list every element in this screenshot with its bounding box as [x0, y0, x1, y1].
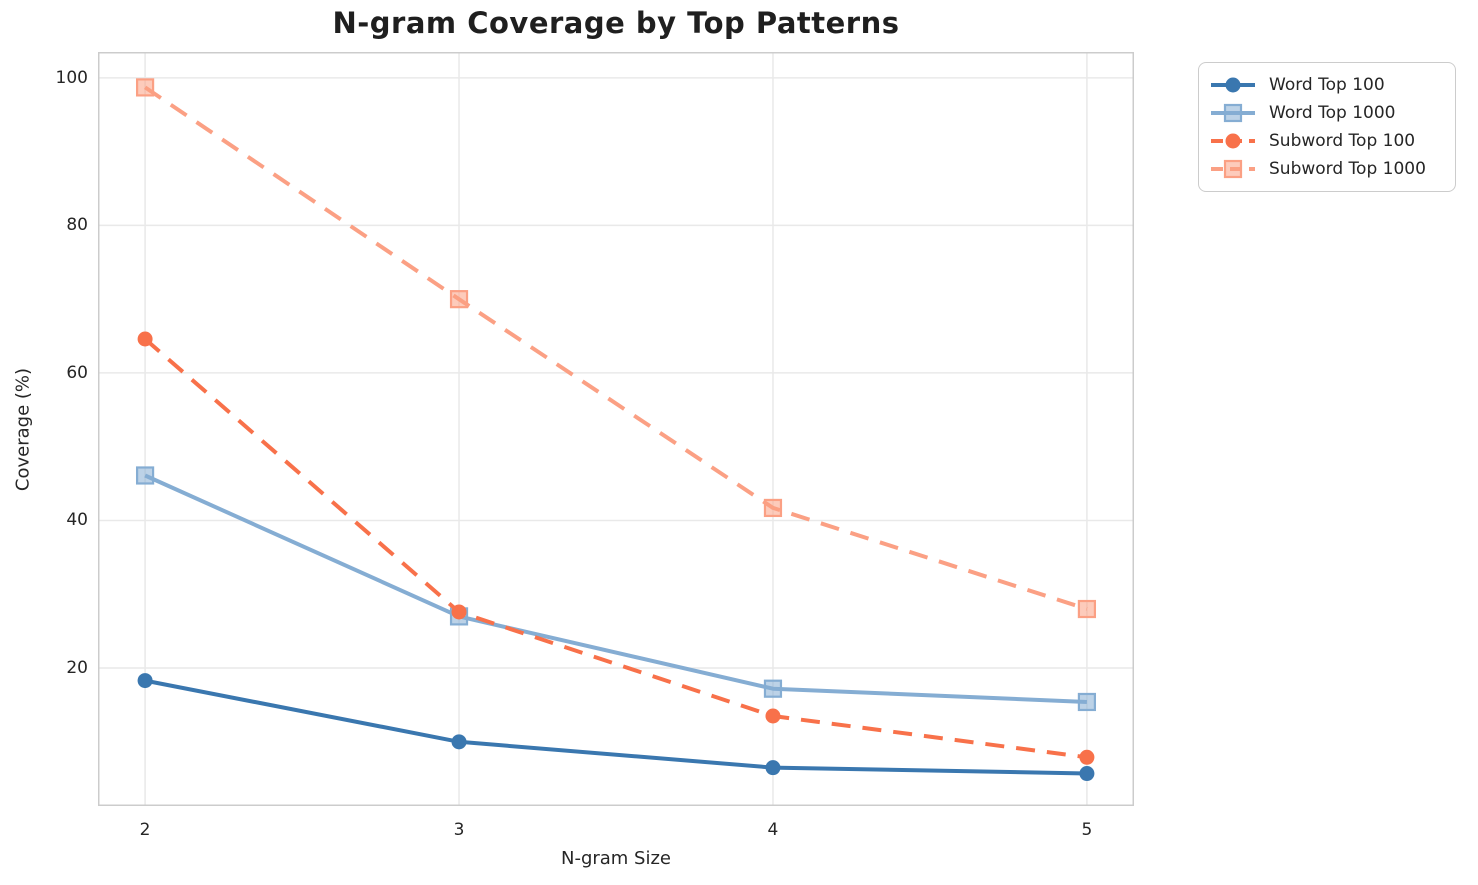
legend-sample-icon	[1211, 133, 1255, 149]
series-line-word-top-100	[144, 678, 1087, 776]
series-line-word-top-1000	[144, 473, 1087, 704]
legend-item-word-top-1000: Word Top 1000	[1209, 99, 1443, 127]
data-point-marker	[449, 290, 469, 309]
data-point-marker	[135, 466, 155, 485]
x-tick-label: 2	[139, 820, 151, 840]
plot-canvas	[98, 52, 1134, 806]
plot-area	[98, 52, 1134, 806]
legend-sample-marker	[1225, 77, 1241, 93]
data-point-marker	[137, 331, 153, 347]
legend-item-subword-top-1000: Subword Top 1000	[1209, 155, 1443, 183]
data-point-marker	[763, 498, 783, 518]
y-axis-label: Coverage (%)	[12, 367, 34, 492]
data-point-marker	[451, 734, 467, 750]
legend-sample-marker	[1223, 103, 1243, 123]
legend-item-subword-top-100: Subword Top 100	[1209, 127, 1443, 155]
data-point-marker	[765, 760, 781, 776]
data-point-marker	[765, 708, 781, 724]
y-tick-label: 20	[66, 658, 88, 679]
data-point-marker	[1079, 766, 1095, 782]
plot-background	[98, 52, 1134, 806]
legend-label: Word Top 1000	[1269, 103, 1396, 123]
data-point-marker	[1077, 692, 1097, 712]
data-point-marker	[1079, 749, 1095, 765]
legend: Word Top 100 Word Top 1000 Subword Top 1…	[1198, 62, 1456, 192]
legend-label: Subword Top 1000	[1269, 159, 1426, 179]
legend-sample-marker	[1223, 159, 1243, 179]
legend-label: Subword Top 100	[1269, 131, 1416, 151]
y-tick-label: 100	[55, 67, 88, 88]
series-line-subword-top-100	[143, 337, 1088, 760]
x-axis-label: N-gram Size	[560, 848, 672, 869]
x-tick-label: 5	[1081, 820, 1093, 840]
series-line-subword-top-1000	[143, 85, 1088, 611]
y-tick-label: 80	[66, 215, 88, 236]
legend-sample-marker	[1225, 133, 1241, 149]
legend-item-word-top-100: Word Top 100	[1209, 71, 1443, 99]
legend-label: Word Top 100	[1269, 75, 1385, 95]
x-tick-label: 3	[453, 820, 465, 840]
y-tick-label: 60	[66, 362, 88, 383]
axes-spine	[98, 52, 1134, 806]
data-point-marker	[763, 679, 783, 698]
legend-sample-icon	[1211, 103, 1255, 123]
legend-sample-icon	[1211, 77, 1255, 93]
data-point-marker	[1077, 599, 1097, 619]
y-tick-label: 40	[66, 510, 88, 531]
x-tick-label: 4	[767, 820, 779, 840]
chart-title: N-gram Coverage by Top Patterns	[332, 6, 900, 40]
data-point-marker	[451, 604, 467, 620]
legend-sample-icon	[1211, 159, 1255, 179]
data-point-marker	[137, 673, 153, 689]
data-point-marker	[135, 78, 155, 97]
